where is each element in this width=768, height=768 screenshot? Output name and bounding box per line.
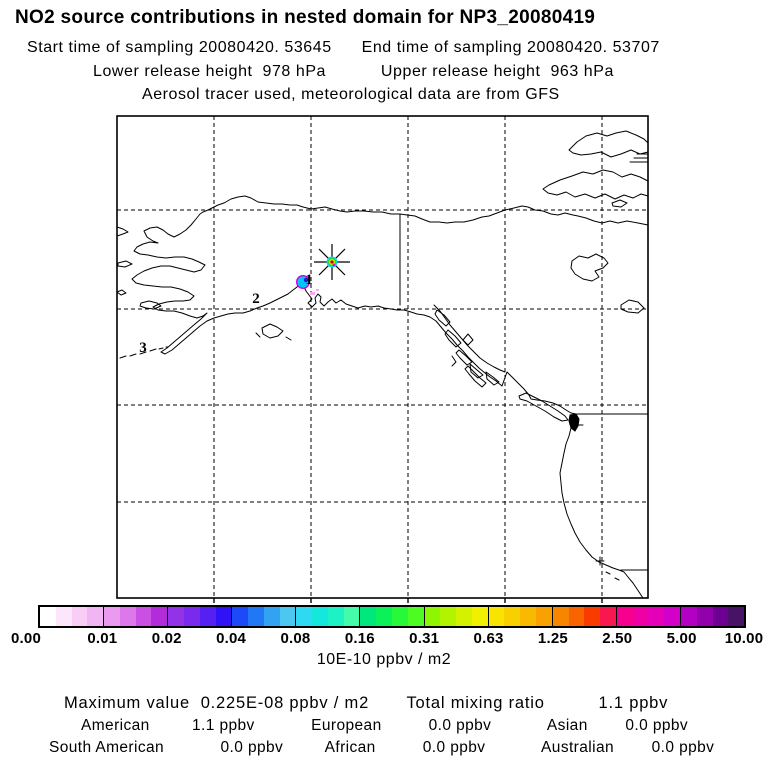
colorbar — [38, 605, 746, 628]
colorbar-segment — [359, 607, 424, 626]
colorbar-segment — [167, 607, 232, 626]
colorbar-segment — [103, 607, 168, 626]
colorbar-segment — [679, 607, 745, 626]
colorbar-tick-label: 0.16 — [344, 630, 375, 647]
colorbar-tick-label: 0.04 — [216, 630, 247, 647]
map-region-label-1: 1 — [305, 272, 313, 288]
colorbar-unit-label: 10E-10 ppbv / m2 — [316, 651, 452, 668]
colorbar-tick-label: 5.00 — [666, 630, 697, 647]
map-region-label-3: 3 — [139, 340, 147, 356]
map-gridlines — [117, 116, 648, 598]
contribution-row-1: American 1.1 ppbv European 0.0 ppbv Asia… — [81, 717, 689, 734]
colorbar-segment — [551, 607, 616, 626]
colorbar-segment — [295, 607, 360, 626]
colorbar-tick-label: 0.00 — [11, 630, 41, 647]
map-region-label-2: 2 — [252, 291, 260, 307]
colorbar-segment — [40, 607, 104, 626]
colorbar-tick-label: 0.02 — [151, 630, 182, 647]
tracer-note-line: Aerosol tracer used, meteorological data… — [142, 86, 560, 103]
plot-title: NO2 source contributions in nested domai… — [15, 7, 596, 28]
release-height-line: Lower release height 978 hPa Upper relea… — [93, 63, 614, 80]
colorbar-segment — [615, 607, 680, 626]
colorbar-tick-label: 1.25 — [537, 630, 568, 647]
coastline-paths — [116, 130, 649, 599]
sampling-time-line: Start time of sampling 20080420. 53645 E… — [27, 39, 660, 56]
contribution-row-2: South American 0.0 ppbv African 0.0 ppbv… — [49, 739, 715, 756]
colorbar-tick-label: 0.01 — [87, 630, 118, 647]
colorbar-tick-label: 0.63 — [473, 630, 504, 647]
colorbar-tick-label: 10.00 — [724, 630, 764, 647]
colorbar-tick-label: 2.50 — [602, 630, 633, 647]
maximum-value-line: Maximum value 0.225E-08 ppbv / m2 Total … — [64, 694, 669, 712]
colorbar-tick-label: 0.31 — [409, 630, 440, 647]
colorbar-ticks: 0.00 0.01 0.02 0.04 0.08 0.16 0.31 0.63 1.25 2.50… — [0, 630, 768, 648]
coast-dense-blob — [568, 413, 580, 432]
colorbar-segment — [423, 607, 488, 626]
sampling-star-marker — [314, 244, 350, 280]
map-axis-ticks — [213, 598, 603, 603]
colorbar-tick-label: 0.08 — [280, 630, 311, 647]
release-point-marker — [296, 275, 319, 295]
colorbar-segment — [231, 607, 296, 626]
colorbar-segment — [487, 607, 552, 626]
map-frame — [116, 115, 649, 599]
